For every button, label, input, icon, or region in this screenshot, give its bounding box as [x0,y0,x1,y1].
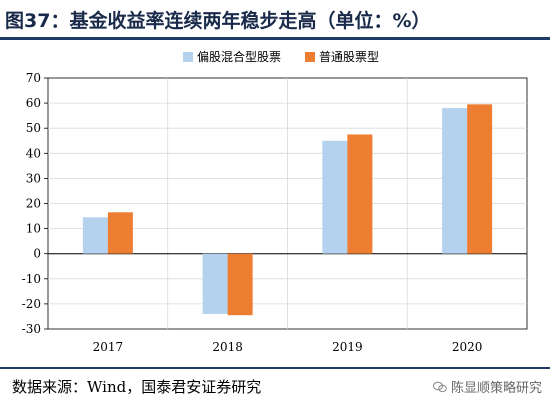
bar-series1-2019 [322,140,348,254]
x-tick-label: 2019 [332,340,363,354]
y-tick-label: -30 [22,322,41,336]
y-tick-label: 60 [26,96,41,110]
bar-series2-2017 [107,212,133,254]
watermark-text: 陈显顺策略研究 [450,381,542,396]
y-tick-label: 20 [26,197,41,211]
y-tick-label: 0 [33,247,41,261]
bar-series1-2018 [202,253,228,314]
title-rule [0,37,550,40]
bar-series2-2019 [347,134,373,254]
y-tick-label: 40 [26,146,41,160]
bar-series2-2020 [467,104,493,254]
legend-label-1: 偏股混合型股票 [197,49,281,64]
legend-label-2: 普通股票型 [319,50,379,64]
legend-swatch-2 [305,52,315,62]
bottom-rule [0,367,550,369]
y-tick-label: 70 [26,71,41,85]
wechat-icon [432,381,447,392]
y-tick-label: -10 [22,272,41,286]
y-tick-label: 50 [26,121,41,135]
watermark: 陈显顺策略研究 [432,377,542,396]
x-tick-label: 2018 [212,340,243,354]
legend-swatch-1 [183,52,193,62]
bar-series2-2018 [227,253,253,316]
bar-series1-2017 [82,217,108,254]
bar-chart: -30 -20 -10 0 10 20 30 40 50 60 70 2017 2018 2019 2020… [22,49,528,354]
title-bar: 图37：基金收益率连续两年稳步走高（单位：%） [0,0,550,40]
x-tick-label: 2020 [452,340,483,354]
bar-series1-2020 [442,108,468,254]
source-note: 数据来源：Wind，国泰君安证券研究 [12,378,262,396]
y-tick-label: 30 [26,171,41,185]
x-tick-label: 2017 [93,340,124,354]
y-tick-label: 10 [26,222,41,236]
chart-title: 图37：基金收益率连续两年稳步走高（单位：%） [5,10,431,32]
y-tick-label: -20 [22,297,41,311]
